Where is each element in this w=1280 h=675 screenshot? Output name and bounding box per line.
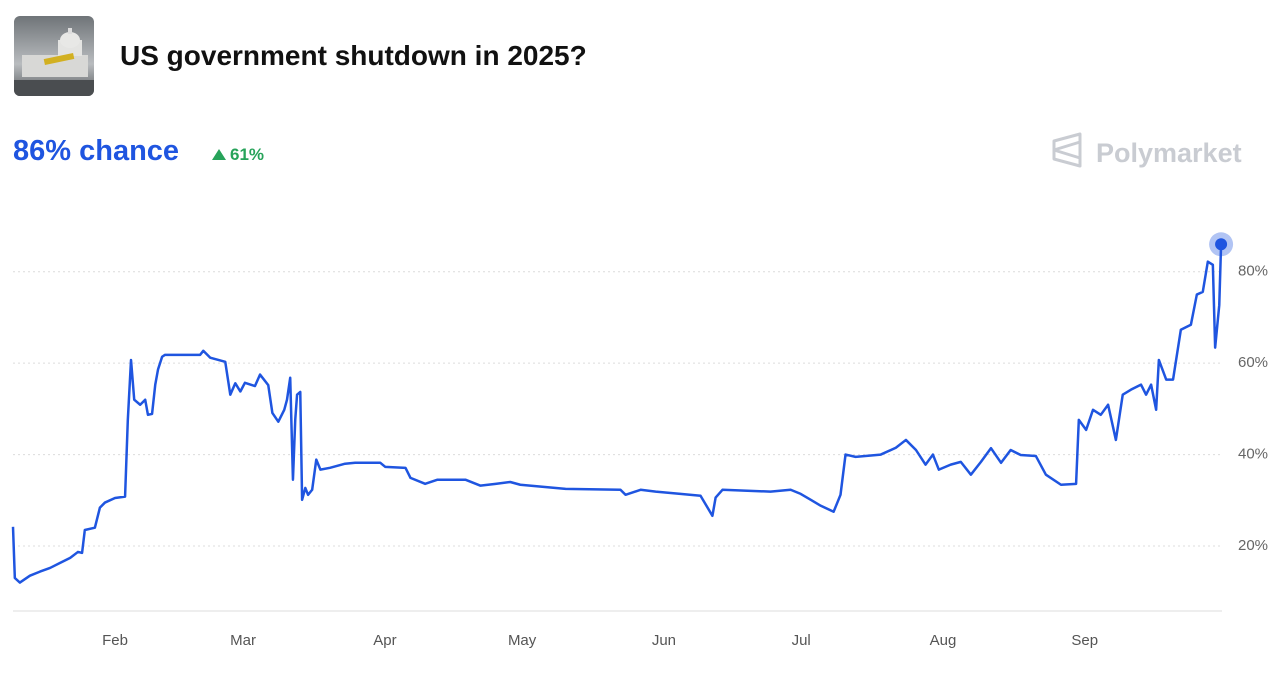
endpoint <box>1215 238 1228 251</box>
x-tick-label: May <box>508 632 537 649</box>
y-tick-label: 20% <box>1238 537 1268 554</box>
y-tick-label: 60% <box>1238 354 1268 371</box>
price-line <box>11 244 1223 584</box>
chance: 86% chance <box>13 135 179 167</box>
x-tick-label: Mar <box>230 632 256 649</box>
x-tick-label: Jun <box>652 632 676 649</box>
x-tick-label: Feb <box>102 632 128 649</box>
market-thumbnail <box>14 16 94 96</box>
up-arrow <box>212 149 226 160</box>
y-tick-label: 40% <box>1238 446 1268 463</box>
x-tick-label: Jul <box>792 632 811 649</box>
change: 61% <box>230 145 264 164</box>
x-tick-label: Sep <box>1071 632 1098 649</box>
brand-name: Polymarket <box>1096 138 1242 168</box>
x-tick-label: Apr <box>373 632 396 649</box>
x-tick-label: Aug <box>930 632 957 649</box>
brand-logo <box>1052 132 1082 168</box>
market-title: US government shutdown in 2025? <box>120 40 587 71</box>
y-tick-label: 80% <box>1238 263 1268 280</box>
